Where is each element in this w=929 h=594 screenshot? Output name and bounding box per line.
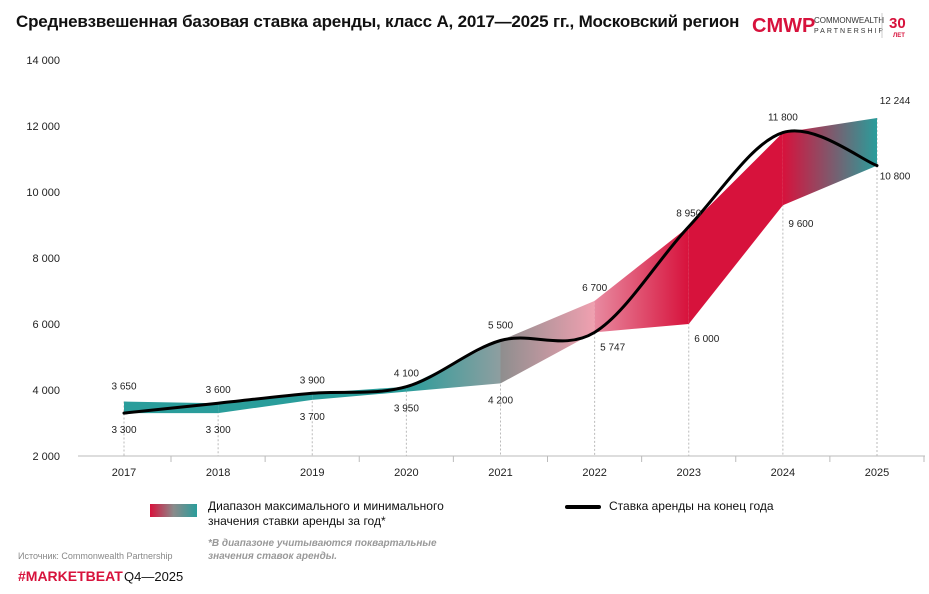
- y-tick-label: 4 000: [32, 385, 60, 397]
- x-tick-label: 2019: [300, 467, 324, 479]
- legend-range-label: Диапазон максимального и минимального зн…: [208, 499, 444, 528]
- chart-title: Средневзвешенная базовая ставка аренды, …: [16, 12, 740, 31]
- x-tick-label: 2017: [112, 467, 136, 479]
- marketbeat-tag: #MARKETBEAT: [18, 568, 123, 584]
- rent-line: [122, 129, 879, 415]
- svg-text:ЛЕТ: ЛЕТ: [893, 33, 905, 39]
- svg-text:PARTNERSHIP: PARTNERSHIP: [814, 28, 885, 35]
- range-band: [500, 300, 595, 384]
- min-value-label: 3 700: [300, 412, 325, 423]
- max-value-label: 4 100: [394, 369, 419, 380]
- range-band: [688, 132, 783, 324]
- x-tick-label: 2023: [677, 467, 701, 479]
- svg-text:COMMONWEALTH: COMMONWEALTH: [814, 16, 884, 25]
- y-tick-label: 10 000: [26, 187, 60, 199]
- legend-note: *В диапазоне учитываются поквартальные з…: [208, 538, 437, 562]
- period-label: Q4—2025: [124, 569, 184, 584]
- min-value-label: 4 200: [488, 395, 513, 406]
- max-value-label: 3 650: [111, 382, 136, 393]
- legend-line-label: Ставка аренды на конец года: [609, 499, 774, 513]
- range-band: [406, 340, 501, 392]
- max-value-label: 12 244: [880, 96, 911, 107]
- x-tick-label: 2020: [394, 467, 418, 479]
- x-tick-label: 2022: [582, 467, 606, 479]
- max-value-label: 6 700: [582, 283, 607, 294]
- source-note: Источник: Commonwealth Partnership: [18, 551, 173, 561]
- y-tick-label: 8 000: [32, 253, 60, 265]
- max-value-label: 8 950: [676, 209, 701, 220]
- x-tick-label: 2025: [865, 467, 889, 479]
- x-tick-label: 2018: [206, 467, 230, 479]
- x-tick-label: 2024: [771, 467, 795, 479]
- max-value-label: 3 900: [300, 375, 325, 386]
- min-value-label: 3 300: [206, 425, 231, 436]
- max-value-label: 11 800: [768, 113, 798, 124]
- min-value-label: 9 600: [788, 219, 813, 230]
- max-value-label: 5 500: [488, 321, 513, 332]
- svg-text:30: 30: [889, 15, 906, 32]
- x-tick-label: 2021: [488, 467, 512, 479]
- y-tick-label: 2 000: [32, 451, 60, 463]
- min-value-label: 3 300: [111, 425, 136, 436]
- min-value-label: 10 800: [880, 172, 911, 183]
- min-value-label: 6 000: [694, 334, 719, 345]
- legend-range-swatch: [150, 504, 197, 517]
- legend-line-swatch: [565, 505, 601, 509]
- max-value-label: 3 600: [206, 385, 231, 396]
- range-band: [218, 393, 313, 414]
- range-band: [782, 117, 877, 206]
- y-tick-label: 12 000: [26, 121, 60, 133]
- company-logo: CMWP COMMONWEALTH PARTNERSHIP 30 ЛЕТ: [752, 13, 906, 39]
- rent-chart: 2 000 4 000 6 000 8 000 10 000 12 000 14 000 20…: [26, 55, 925, 479]
- y-tick-label: 14 000: [26, 55, 60, 67]
- min-value-label: 3 950: [394, 404, 419, 415]
- min-value-label: 5 747: [600, 342, 625, 353]
- y-tick-label: 6 000: [32, 319, 60, 331]
- svg-text:CMWP: CMWP: [752, 15, 815, 37]
